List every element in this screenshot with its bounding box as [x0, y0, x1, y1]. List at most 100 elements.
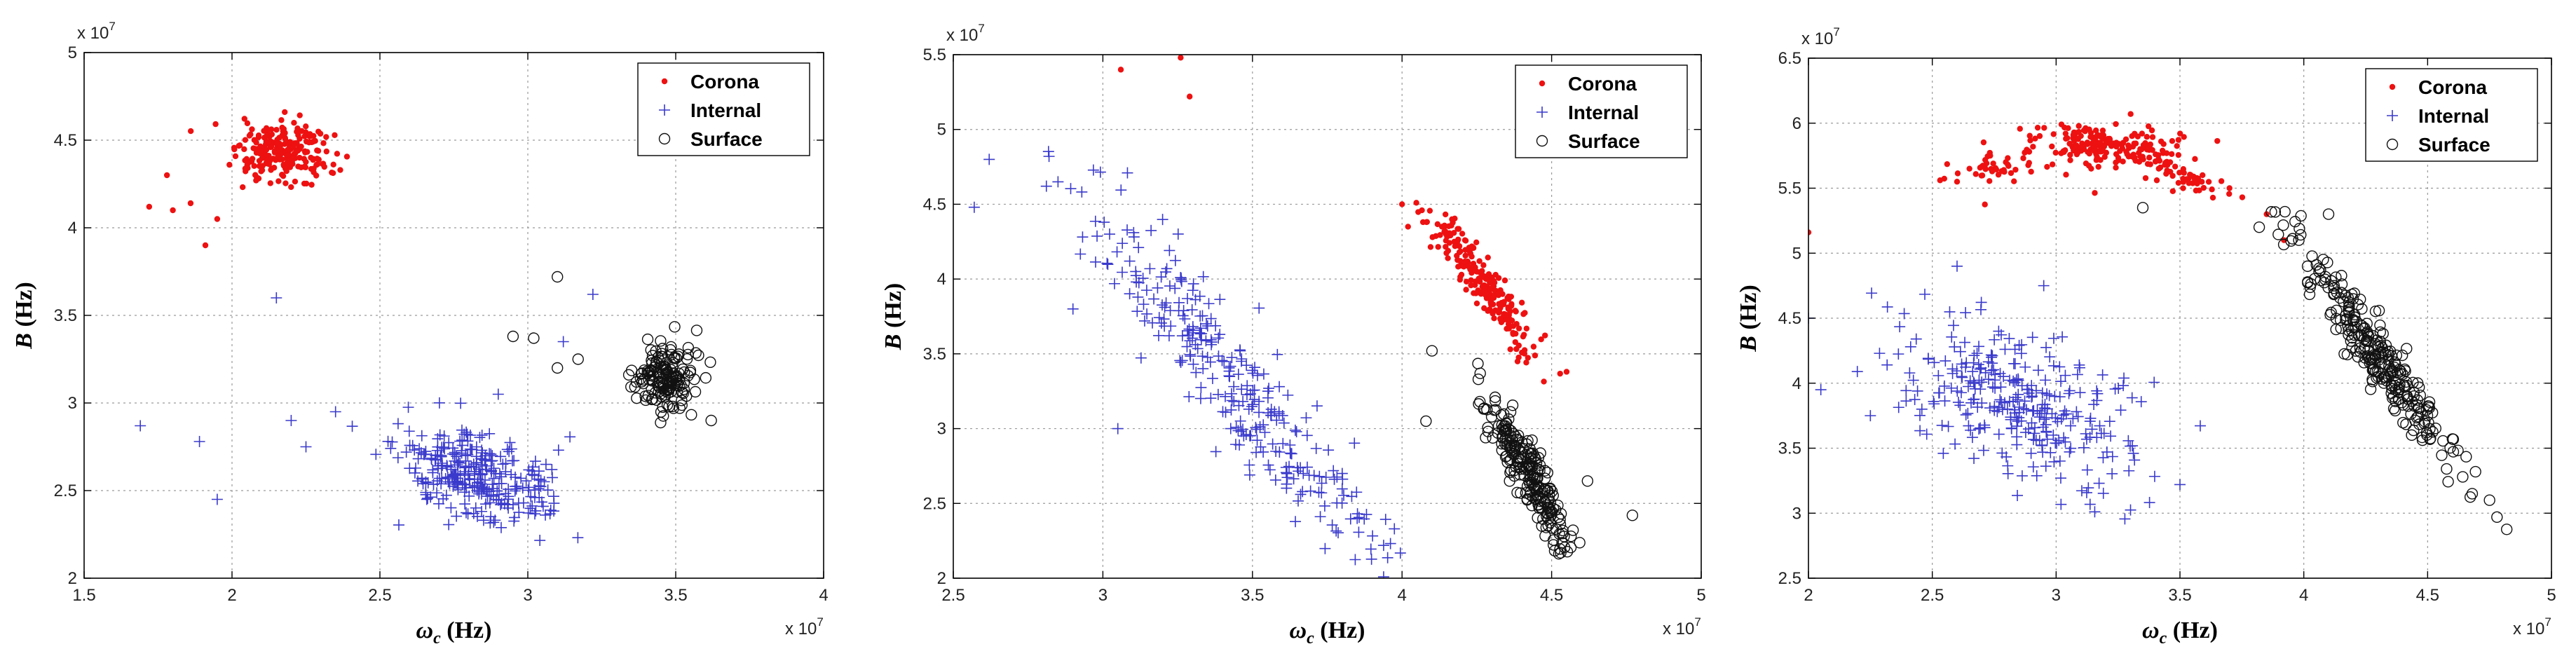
internal-point — [436, 472, 448, 484]
corona-point — [2175, 151, 2182, 158]
internal-point — [1326, 519, 1338, 531]
surface-point — [2336, 270, 2347, 282]
internal-point — [1369, 608, 1380, 619]
corona-point — [1980, 139, 1987, 146]
corona-point — [1405, 224, 1411, 230]
corona-point — [1452, 242, 1459, 250]
internal-point — [1145, 224, 1157, 236]
y-tick-label: 4.5 — [923, 195, 946, 214]
surface-point — [1489, 395, 1501, 407]
corona-point — [2028, 168, 2034, 175]
internal-point — [2047, 360, 2059, 371]
internal-point — [2080, 486, 2092, 498]
internal-point — [1973, 374, 1985, 386]
corona-point — [253, 139, 259, 146]
internal-point — [1331, 497, 1343, 509]
internal-point — [1960, 307, 1972, 319]
internal-point — [1984, 402, 1996, 414]
corona-point — [290, 143, 297, 150]
legend-surface-label: Surface — [1568, 130, 1640, 152]
corona-point — [2005, 155, 2011, 161]
internal-point — [1914, 409, 1926, 421]
internal-point — [1969, 383, 1981, 395]
internal-point — [1987, 381, 1999, 393]
internal-point — [2033, 411, 2045, 423]
internal-point — [438, 430, 450, 442]
internal-point — [1250, 446, 1262, 458]
corona-point — [2226, 191, 2233, 197]
surface-point — [2356, 303, 2368, 315]
corona-point — [2194, 180, 2200, 187]
internal-point — [420, 476, 432, 488]
internal-point — [1133, 242, 1145, 254]
corona-point — [1510, 323, 1517, 329]
surface-point — [650, 345, 662, 357]
corona-point — [2084, 139, 2091, 146]
internal-point — [1962, 407, 1974, 419]
internal-point — [1138, 315, 1150, 327]
x-axis-label: ωc (Hz) — [1290, 617, 1365, 648]
internal-point — [2104, 416, 2115, 428]
internal-point — [403, 425, 415, 437]
corona-point — [314, 147, 320, 153]
internal-point — [454, 457, 466, 469]
internal-point — [520, 475, 532, 487]
x-tick-label: 4.5 — [2416, 586, 2439, 605]
corona-point — [2097, 133, 2104, 140]
surface-point — [552, 271, 564, 283]
internal-point — [1122, 167, 1133, 179]
internal-point — [1263, 383, 1275, 395]
surface-point — [2457, 471, 2469, 483]
surface-point — [1525, 448, 1538, 460]
y-tick-label: 5 — [68, 43, 77, 62]
corona-point — [2155, 165, 2162, 172]
internal-point — [435, 451, 447, 463]
internal-point — [460, 450, 472, 462]
internal-point — [2129, 454, 2141, 466]
internal-point — [1164, 245, 1175, 257]
corona-point — [308, 165, 315, 172]
internal-point — [517, 482, 529, 494]
corona-point — [1492, 271, 1499, 278]
internal-point — [329, 406, 341, 418]
corona-point — [311, 137, 318, 144]
internal-point — [1976, 397, 1988, 409]
corona-point — [255, 132, 262, 139]
internal-point — [1289, 424, 1301, 436]
internal-point — [2009, 357, 2021, 369]
surface-point — [1552, 499, 1564, 512]
corona-point — [170, 207, 176, 214]
corona-point — [277, 143, 283, 149]
internal-point — [417, 478, 429, 490]
internal-point — [2144, 497, 2155, 509]
internal-point — [2019, 395, 2031, 407]
y-tick-label: 5 — [1792, 244, 1801, 263]
corona-point — [1178, 55, 1184, 61]
internal-point — [451, 510, 463, 522]
internal-point — [445, 463, 457, 475]
corona-point — [1462, 238, 1469, 244]
internal-point — [1195, 334, 1207, 346]
internal-point — [2060, 408, 2072, 420]
surface-point — [2364, 383, 2377, 395]
internal-point — [2011, 439, 2023, 451]
surface-point — [1511, 486, 1523, 499]
internal-point — [529, 456, 541, 467]
corona-point — [2113, 121, 2119, 128]
corona-point — [2193, 187, 2200, 194]
internal-point — [1243, 469, 1255, 481]
corona-point — [294, 147, 301, 154]
internal-point — [2026, 390, 2038, 402]
surface-point — [2343, 329, 2354, 341]
internal-point — [2071, 369, 2083, 381]
internal-point — [1201, 318, 1213, 330]
internal-point — [1270, 445, 1282, 457]
surface-point — [2340, 289, 2352, 301]
corona-point — [1413, 200, 1419, 206]
internal-point — [285, 415, 297, 426]
y-tick-label: 2 — [68, 569, 77, 588]
surface-point — [1523, 477, 1536, 489]
internal-point — [495, 521, 507, 533]
internal-point — [1313, 486, 1325, 498]
legend-surface-marker — [2386, 138, 2399, 151]
